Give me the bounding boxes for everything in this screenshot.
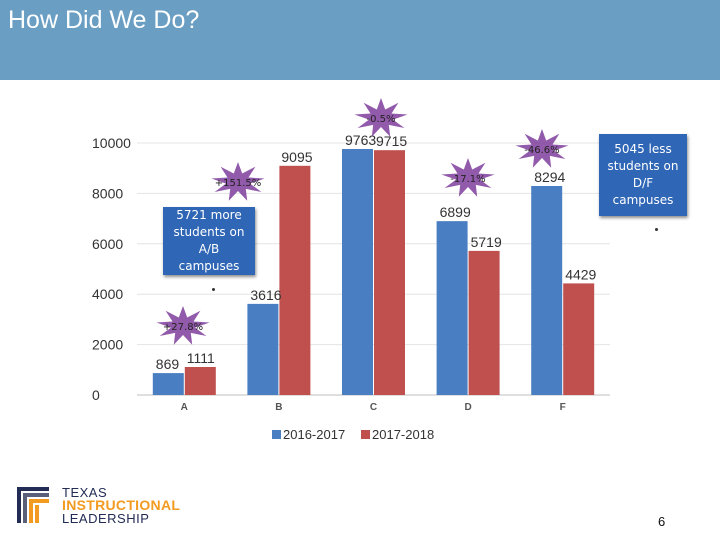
data-label: 4429 (565, 266, 596, 282)
logo-line-instructional: INSTRUCTIONAL (62, 497, 181, 513)
bar-A-2017-2018 (184, 367, 216, 395)
starburst-shape (354, 98, 408, 137)
legend-swatch (361, 430, 370, 439)
data-label: 869 (156, 356, 180, 372)
data-label: 9763 (345, 132, 376, 148)
y-tick-label: 4000 (92, 286, 123, 302)
change-label: +151.5% (215, 178, 262, 189)
change-label: -17.1% (450, 174, 485, 185)
data-label: 9715 (376, 133, 407, 149)
change-burst-A: +27.8% (156, 306, 210, 345)
chart-bars (152, 148, 595, 395)
change-bursts: +27.8% +151.5% -0.5% -17.1% -46.6% (156, 98, 569, 345)
data-label: 9095 (281, 149, 312, 165)
change-label: -46.6% (524, 145, 559, 156)
legend-swatch (272, 430, 281, 439)
bar-B-2017-2018 (279, 165, 311, 395)
data-label: 3616 (250, 287, 281, 303)
change-burst-C: -0.5% (354, 98, 408, 137)
bar-D-2017-2018 (468, 250, 500, 395)
bar-F-2017-2018 (563, 283, 595, 395)
change-label: +27.8% (163, 322, 203, 333)
data-label: 1111 (187, 350, 215, 366)
starburst-shape (515, 129, 569, 168)
logo-line-leadership: LEADERSHIP (62, 511, 150, 526)
data-label: 8294 (534, 169, 565, 185)
bar-D-2016-2017 (436, 221, 468, 395)
change-burst-D: -17.1% (441, 158, 495, 197)
logo-text: TEXAS INSTRUCTIONAL LEADERSHIP (62, 486, 180, 525)
change-label: -0.5% (366, 114, 395, 125)
y-tick-label: 10000 (92, 135, 131, 151)
legend-label: 2016-2017 (283, 427, 345, 442)
change-burst-F: -46.6% (515, 129, 569, 168)
marker-dot (655, 228, 658, 231)
page-number: 6 (658, 514, 666, 529)
x-tick-label: C (370, 402, 377, 413)
starburst-shape (441, 158, 495, 197)
page-title: How Did We Do? (8, 6, 200, 34)
bar-C-2017-2018 (374, 150, 405, 395)
chart-legend: 2016-2017 2017-2018 (272, 427, 434, 442)
legend-label: 2017-2018 (372, 427, 434, 442)
data-label: 5719 (471, 234, 502, 250)
y-tick-label: 6000 (92, 236, 123, 252)
change-burst-B: +151.5% (211, 162, 265, 201)
bar-B-2016-2017 (247, 303, 279, 395)
y-tick-label: 8000 (92, 185, 123, 201)
x-tick-label: D (464, 402, 471, 413)
logo-line-texas: TEXAS (62, 485, 108, 500)
bar-C-2016-2017 (342, 148, 373, 395)
callout-ab-campuses: 5721 more students on A/B campuses (163, 207, 255, 275)
bar-F-2016-2017 (531, 185, 563, 395)
starburst-shape (156, 306, 210, 345)
texas-il-logo-icon (17, 487, 49, 523)
bar-A-2016-2017 (152, 373, 184, 395)
callout-df-campuses: 5045 less students on D/F campuses (599, 134, 687, 216)
marker-dot (212, 288, 215, 291)
data-label: 6899 (440, 204, 471, 220)
header-bar (0, 0, 720, 80)
x-tick-label: B (275, 402, 282, 413)
x-tick-label: A (181, 402, 188, 413)
y-tick-label: 2000 (92, 337, 123, 353)
x-tick-label: F (560, 402, 566, 413)
y-tick-label: 0 (92, 387, 100, 403)
starburst-shape (211, 162, 265, 201)
y-axis: 0 2000 4000 6000 8000 10000 (92, 135, 131, 403)
